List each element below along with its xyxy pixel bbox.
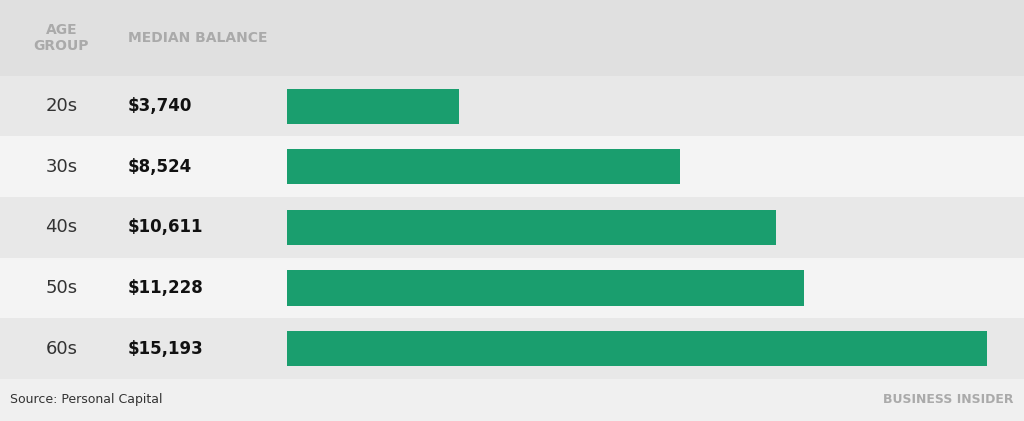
Text: 50s: 50s xyxy=(45,279,78,297)
Text: $8,524: $8,524 xyxy=(128,158,193,176)
Text: $10,611: $10,611 xyxy=(128,218,204,236)
FancyBboxPatch shape xyxy=(287,270,804,306)
FancyBboxPatch shape xyxy=(0,76,1024,136)
Text: $15,193: $15,193 xyxy=(128,340,204,357)
FancyBboxPatch shape xyxy=(0,379,1024,421)
FancyBboxPatch shape xyxy=(287,149,680,184)
Text: $11,228: $11,228 xyxy=(128,279,204,297)
FancyBboxPatch shape xyxy=(0,197,1024,258)
FancyBboxPatch shape xyxy=(0,0,1024,76)
Text: 20s: 20s xyxy=(45,97,78,115)
FancyBboxPatch shape xyxy=(287,331,987,366)
Text: 40s: 40s xyxy=(45,218,78,236)
FancyBboxPatch shape xyxy=(0,136,1024,197)
Text: MEDIAN BALANCE: MEDIAN BALANCE xyxy=(128,31,267,45)
FancyBboxPatch shape xyxy=(0,258,1024,318)
Text: Source: Personal Capital: Source: Personal Capital xyxy=(10,394,163,406)
FancyBboxPatch shape xyxy=(287,210,775,245)
FancyBboxPatch shape xyxy=(0,318,1024,379)
Text: BUSINESS INSIDER: BUSINESS INSIDER xyxy=(884,394,1014,406)
FancyBboxPatch shape xyxy=(287,88,459,124)
Text: 30s: 30s xyxy=(45,158,78,176)
Text: AGE
GROUP: AGE GROUP xyxy=(34,23,89,53)
Text: 60s: 60s xyxy=(45,340,78,357)
Text: $3,740: $3,740 xyxy=(128,97,193,115)
